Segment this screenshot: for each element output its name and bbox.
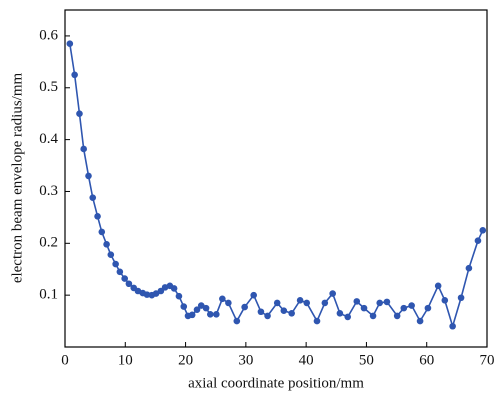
point [85,172,92,180]
point [206,311,214,318]
x-tick-label: 30 [238,352,253,368]
point [449,322,456,330]
x-tick-label: 0 [61,352,69,368]
point [213,311,220,318]
y-tick-label: 0.5 [39,79,58,95]
point [303,299,311,307]
y-tick-label: 0.3 [39,183,58,199]
point [376,299,383,307]
point [400,304,408,312]
point [233,317,241,325]
point [329,290,336,297]
point [465,264,473,272]
point [98,228,106,236]
point [474,237,482,245]
point [296,297,304,304]
point [408,302,415,309]
point [103,241,110,248]
point [257,308,265,316]
point [107,251,115,259]
x-axis-label: axial coordinate position/mm [188,375,364,391]
point [180,303,188,310]
point [121,275,128,282]
point [193,306,201,313]
point [66,40,74,47]
x-tick-label: 50 [359,352,374,368]
point [152,290,160,297]
point [321,299,329,307]
x-tick-label: 10 [118,352,133,368]
point [313,317,321,325]
point [225,299,232,307]
point [479,227,487,234]
point [76,110,83,117]
y-axis-label: electron beam envelope radius/mm [9,73,25,284]
point [241,303,248,311]
point [197,302,205,309]
y-tick-label: 0.2 [39,235,58,251]
point [80,145,87,153]
y-tick-label: 0.1 [39,287,58,303]
point [170,285,178,292]
x-tick-label: 20 [178,352,193,368]
point [264,312,271,320]
point [89,194,97,201]
point [202,304,210,312]
y-tick-label: 0.4 [39,131,58,147]
point [336,310,344,317]
x-tick-label: 40 [299,352,314,368]
point [457,294,465,302]
point [273,299,281,307]
point [424,304,432,312]
point [143,291,151,298]
point [112,260,119,268]
point [175,292,183,300]
point [369,312,377,320]
x-tick-label: 70 [480,352,495,368]
point [383,298,391,306]
point [125,280,133,288]
point [353,298,361,305]
point [280,307,288,315]
point [416,317,424,325]
point [188,311,196,319]
point [441,297,449,304]
point [94,213,101,220]
x-tick-label: 60 [419,352,434,368]
point [71,71,78,79]
y-tick-label: 0.6 [39,27,58,43]
plot-frame [64,9,488,348]
point [288,310,295,317]
point [344,313,352,321]
point [434,282,442,290]
point [219,295,226,303]
point [393,312,401,320]
point [250,291,257,299]
point [360,304,368,312]
point [116,268,124,276]
